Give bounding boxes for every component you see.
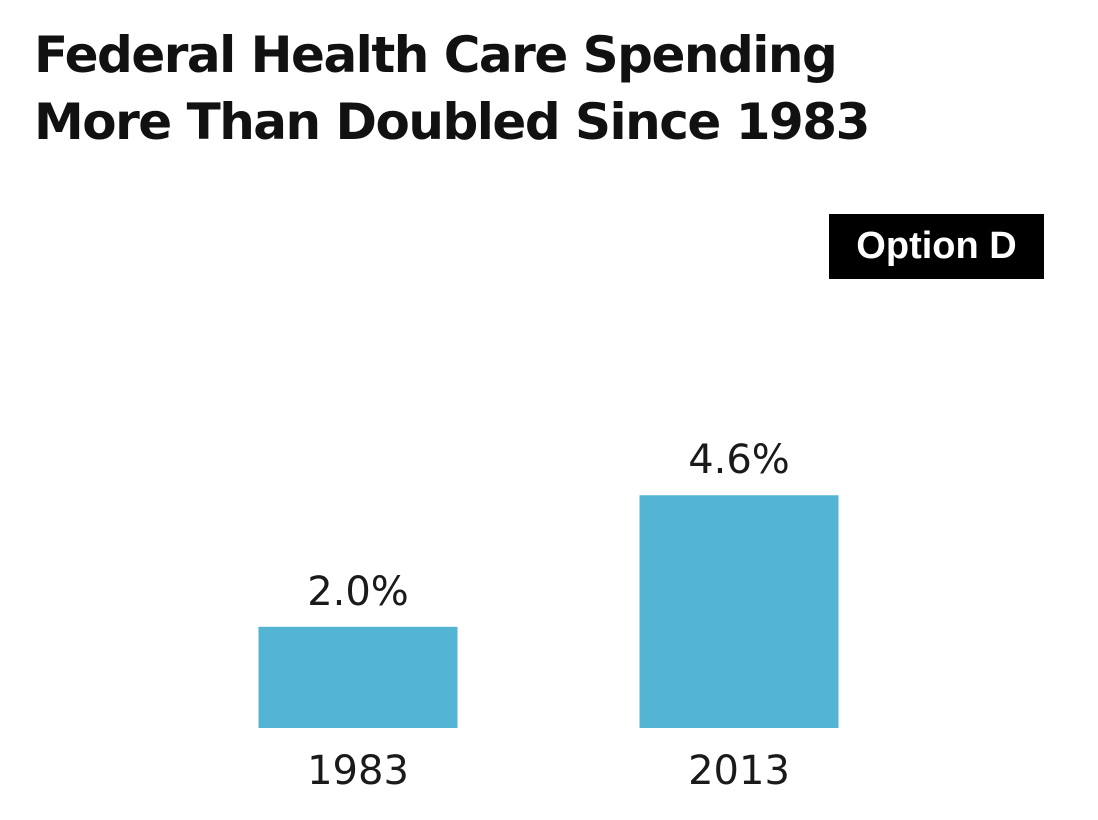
data-label-2013: 4.6% xyxy=(688,437,790,483)
data-label-1983: 2.0% xyxy=(307,569,409,615)
bar-1983 xyxy=(258,626,458,728)
chart-title: Federal Health Care Spending More Than D… xyxy=(34,22,870,156)
chart-title-line-1: Federal Health Care Spending xyxy=(34,26,838,84)
bar-2013 xyxy=(639,495,839,728)
chart-title-line-2: More Than Doubled Since 1983 xyxy=(34,93,870,151)
x-tick-label-2013: 2013 xyxy=(688,748,790,794)
option-badge: Option D xyxy=(829,214,1044,279)
bars-group: 2.0% 1983 4.6% 2013 xyxy=(258,437,839,794)
x-tick-label-1983: 1983 xyxy=(307,748,409,794)
